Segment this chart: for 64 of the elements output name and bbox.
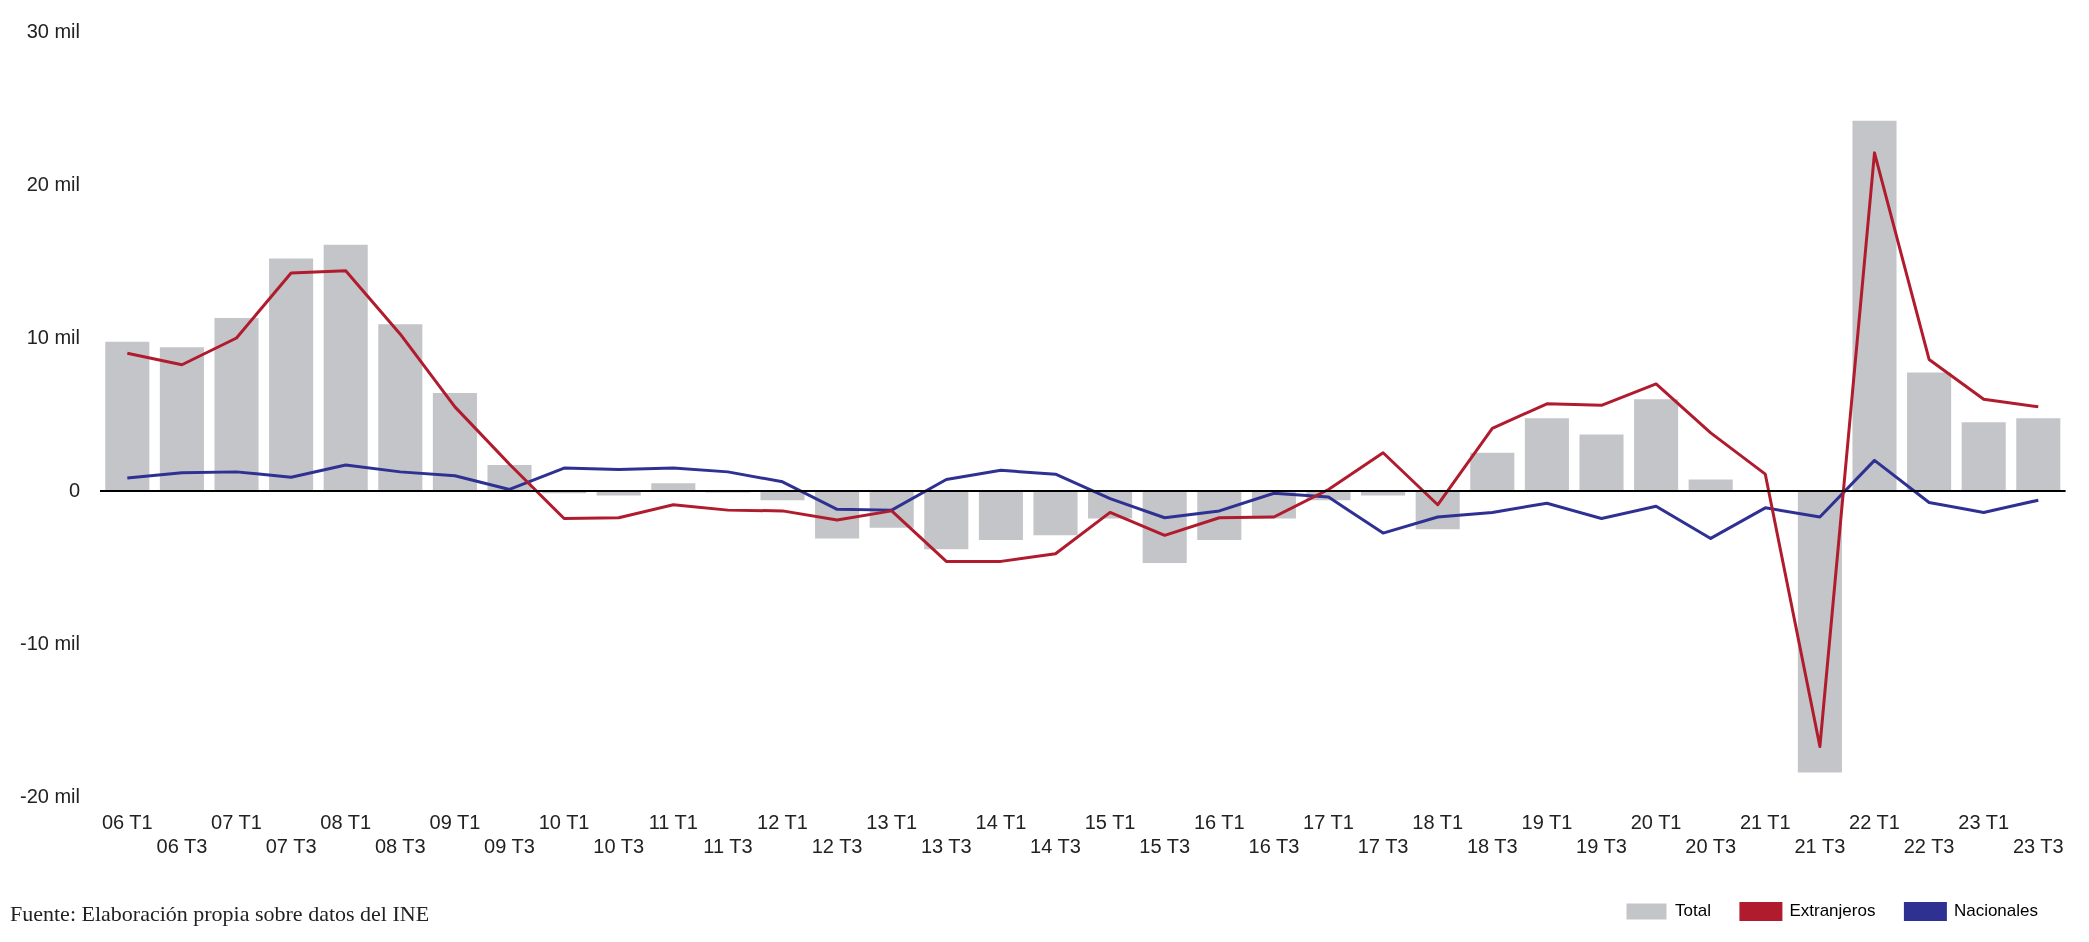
x-tick-label: 14 T3 [1030, 834, 1081, 857]
x-tick-label: 11 T3 [703, 834, 753, 857]
bar [1524, 418, 1569, 491]
y-tick-label: -10 mil [19, 631, 81, 654]
y-tick-label: -20 mil [19, 784, 81, 807]
bar [1033, 491, 1078, 536]
x-tick-label: 15 T3 [1139, 834, 1191, 857]
bar [323, 244, 368, 491]
x-tick-label: 07 T1 [211, 810, 262, 833]
y-tick-label: 0 [68, 478, 81, 501]
bar [2016, 418, 2061, 491]
x-tick-label: 08 T1 [320, 810, 372, 833]
x-tick-label: 17 T1 [1303, 810, 1354, 833]
x-tick-label: 13 T3 [920, 834, 972, 857]
x-tick-label: 14 T1 [975, 810, 1027, 833]
x-tick-label: 09 T3 [484, 834, 535, 857]
x-tick-label: 20 T3 [1685, 834, 1737, 857]
x-tick-label: 10 T1 [538, 810, 590, 833]
x-tick-label: 23 T3 [2012, 834, 2064, 857]
x-tick-label: 09 T1 [429, 810, 481, 833]
bar [1961, 422, 2006, 491]
x-tick-label: 06 T3 [156, 834, 208, 857]
bar [1579, 434, 1624, 491]
x-tick-label: 15 T1 [1084, 810, 1136, 833]
bar [1852, 120, 1897, 491]
x-tick-label: 23 T1 [1958, 810, 2010, 833]
x-tick-label: 17 T3 [1357, 834, 1409, 857]
legend-label: Total [1675, 901, 1711, 921]
x-tick-label: 16 T3 [1248, 834, 1300, 857]
x-tick-label: 21 T3 [1794, 834, 1846, 857]
x-tick-label: 08 T3 [374, 834, 426, 857]
bar [978, 491, 1023, 540]
x-tick-label: 21 T1 [1739, 810, 1791, 833]
x-tick-label: 06 T1 [101, 810, 153, 833]
source-note: Fuente: Elaboración propia sobre datos del INE [10, 900, 430, 926]
y-tick-label: 20 mil [26, 172, 81, 195]
x-tick-label: 10 T3 [593, 834, 645, 857]
bar [1907, 372, 1952, 491]
bar [924, 491, 969, 550]
x-tick-label: 16 T1 [1193, 810, 1245, 833]
y-tick-label: 10 mil [26, 325, 81, 348]
bar [159, 347, 204, 491]
legend-label: Nacionales [1953, 901, 2039, 921]
x-tick-label: 12 T1 [757, 810, 808, 833]
legend-label: Extranjeros [1789, 901, 1876, 921]
x-tick-label: 22 T3 [1903, 834, 1955, 857]
x-tick-label: 19 T3 [1576, 834, 1627, 857]
x-tick-label: 22 T1 [1849, 810, 1900, 833]
bar [105, 341, 150, 491]
x-tick-label: 19 T1 [1521, 810, 1573, 833]
bar [432, 393, 477, 491]
x-tick-label: 18 T1 [1412, 810, 1464, 833]
bar [1634, 399, 1679, 491]
x-tick-label: 20 T1 [1630, 810, 1682, 833]
bar [214, 318, 259, 491]
bar [378, 324, 423, 491]
bar [269, 258, 314, 491]
bar [1470, 452, 1515, 491]
x-tick-label: 18 T3 [1466, 834, 1518, 857]
y-tick-label: 30 mil [26, 19, 81, 42]
x-tick-label: 12 T3 [811, 834, 863, 857]
x-tick-label: 11 T1 [648, 810, 698, 833]
x-tick-label: 13 T1 [866, 810, 918, 833]
x-tick-label: 07 T3 [265, 834, 317, 857]
